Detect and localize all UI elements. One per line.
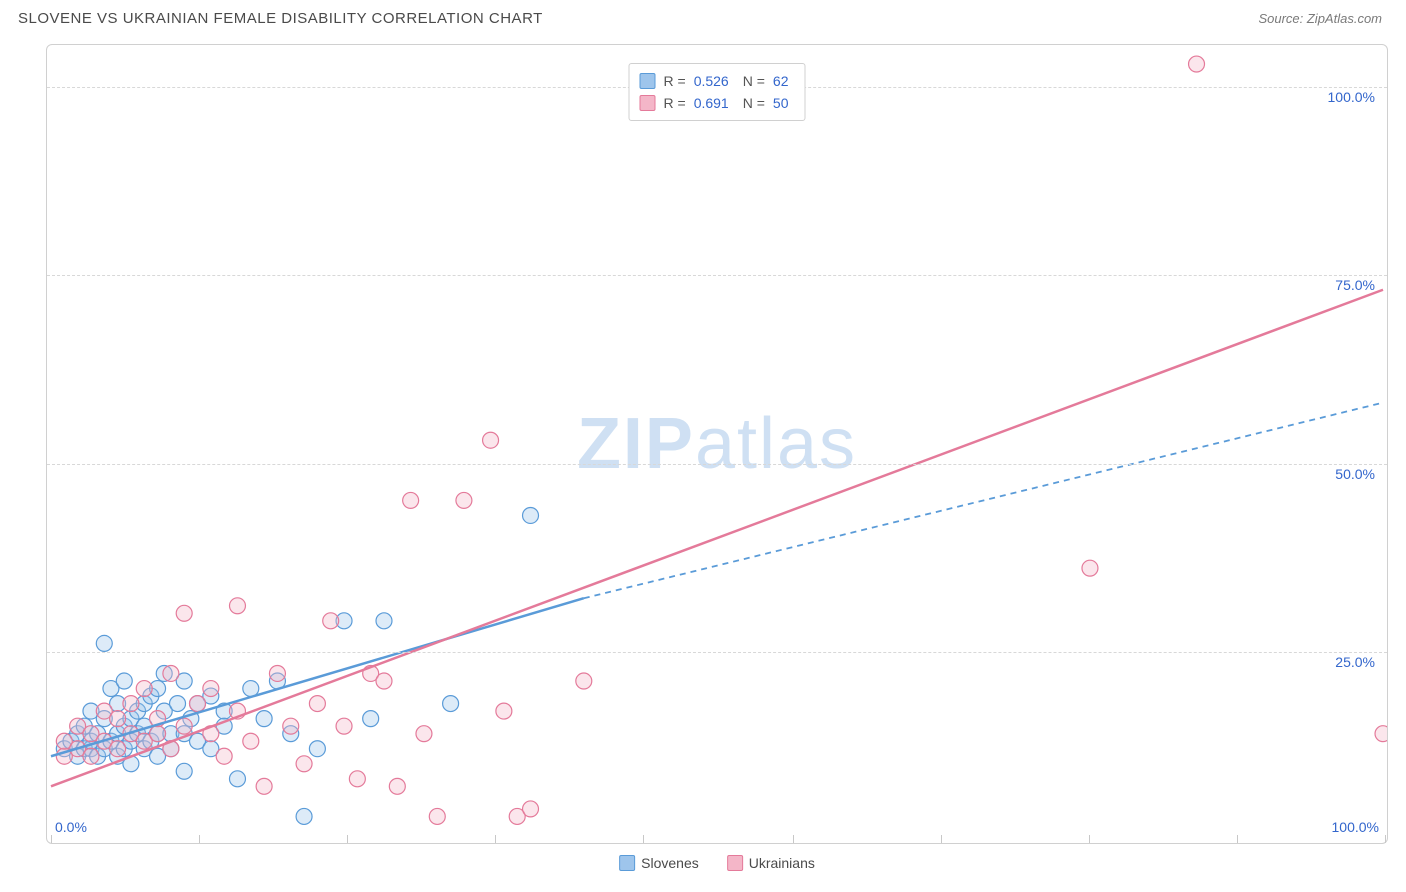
point: [389, 778, 405, 794]
point: [403, 492, 419, 508]
stats-row: R = 0.526 N = 62: [640, 70, 795, 92]
point: [309, 741, 325, 757]
point: [256, 711, 272, 727]
x-tick: [941, 835, 942, 843]
point: [96, 635, 112, 651]
point: [523, 507, 539, 523]
y-tick-label: 100.0%: [1328, 89, 1375, 105]
point: [190, 696, 206, 712]
point: [429, 808, 445, 824]
point: [283, 718, 299, 734]
x-tick: [51, 835, 52, 843]
y-tick-label: 50.0%: [1335, 466, 1375, 482]
point: [243, 733, 259, 749]
point: [416, 726, 432, 742]
point: [323, 613, 339, 629]
point: [203, 681, 219, 697]
point: [456, 492, 472, 508]
header: SLOVENE VS UKRAINIAN FEMALE DISABILITY C…: [0, 0, 1406, 33]
point: [123, 696, 139, 712]
x-tick: [1089, 835, 1090, 843]
point: [1189, 56, 1205, 72]
stats-legend: R = 0.526 N = 62 R = 0.691 N = 50: [629, 63, 806, 121]
x-tick: [347, 835, 348, 843]
point: [363, 711, 379, 727]
point: [309, 696, 325, 712]
point: [576, 673, 592, 689]
point: [116, 673, 132, 689]
point: [483, 432, 499, 448]
source-label: Source: ZipAtlas.com: [1258, 11, 1382, 26]
swatch-icon: [640, 73, 656, 89]
point: [163, 666, 179, 682]
x-tick: [793, 835, 794, 843]
point: [176, 605, 192, 621]
swatch-ukrainians: [727, 855, 743, 871]
point: [376, 613, 392, 629]
point: [296, 756, 312, 772]
gridline-h: [47, 652, 1387, 653]
x-tick: [495, 835, 496, 843]
point: [176, 718, 192, 734]
point: [523, 801, 539, 817]
point: [216, 748, 232, 764]
point: [256, 778, 272, 794]
bottom-legend: Slovenes Ukrainians: [619, 855, 815, 871]
point: [443, 696, 459, 712]
point: [336, 718, 352, 734]
scatter-plot: [47, 45, 1387, 843]
gridline-h: [47, 275, 1387, 276]
point: [136, 681, 152, 697]
point: [229, 598, 245, 614]
chart-title: SLOVENE VS UKRAINIAN FEMALE DISABILITY C…: [18, 10, 543, 27]
point: [150, 726, 166, 742]
chart-container: ZIPatlas 25.0%50.0%75.0%100.0% R = 0.526…: [46, 44, 1388, 844]
point: [229, 771, 245, 787]
x-tick: [1385, 835, 1386, 843]
point: [170, 696, 186, 712]
swatch-slovenes: [619, 855, 635, 871]
trendline-dashed: [584, 403, 1383, 599]
point: [496, 703, 512, 719]
x-min-label: 0.0%: [55, 819, 87, 835]
point: [376, 673, 392, 689]
point: [296, 808, 312, 824]
x-tick: [643, 835, 644, 843]
y-tick-label: 25.0%: [1335, 654, 1375, 670]
legend-item-slovenes: Slovenes: [619, 855, 699, 871]
trendline: [51, 290, 1383, 787]
point: [1375, 726, 1387, 742]
x-tick: [199, 835, 200, 843]
point: [349, 771, 365, 787]
legend-item-ukrainians: Ukrainians: [727, 855, 815, 871]
point: [269, 666, 285, 682]
y-tick-label: 75.0%: [1335, 277, 1375, 293]
point: [176, 763, 192, 779]
point: [110, 741, 126, 757]
point: [1082, 560, 1098, 576]
point: [110, 711, 126, 727]
gridline-h: [47, 464, 1387, 465]
x-max-label: 100.0%: [1332, 819, 1379, 835]
swatch-icon: [640, 95, 656, 111]
x-tick: [1237, 835, 1238, 843]
stats-row: R = 0.691 N = 50: [640, 92, 795, 114]
point: [83, 748, 99, 764]
